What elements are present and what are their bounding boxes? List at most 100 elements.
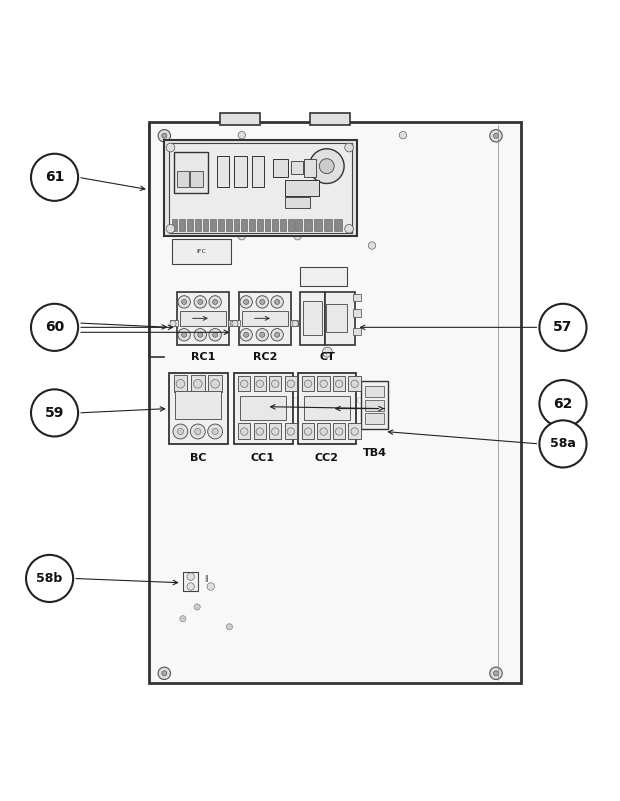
Text: BC: BC [190,453,206,462]
Bar [353,294,361,301]
Circle shape [195,429,201,435]
Bar [348,376,361,391]
Text: 60: 60 [45,320,64,334]
Bar [300,268,347,286]
Circle shape [287,380,294,388]
Circle shape [287,428,294,435]
Circle shape [294,232,301,240]
Bar [175,391,221,419]
Circle shape [304,428,312,435]
Bar [234,219,239,231]
Bar [333,424,345,439]
Circle shape [345,143,353,152]
Bar [290,320,298,326]
Text: 58a: 58a [550,437,576,450]
Bar [361,381,388,429]
Bar [353,309,361,317]
Circle shape [173,424,188,439]
Circle shape [490,130,502,142]
Bar [187,219,193,231]
Bar [302,376,314,391]
Circle shape [198,300,203,304]
Circle shape [176,380,185,388]
Bar [254,376,266,391]
Circle shape [256,380,264,388]
Text: eReplacementParts.com: eReplacementParts.com [238,394,382,407]
Bar [325,292,355,344]
Bar [304,396,350,421]
Circle shape [194,604,200,610]
Bar [190,171,203,187]
Bar [310,114,350,125]
Circle shape [260,300,265,304]
Bar [238,424,250,439]
Circle shape [539,421,587,468]
Circle shape [309,149,344,183]
Circle shape [26,555,73,602]
Bar [172,219,177,231]
Circle shape [226,624,232,630]
Bar [180,311,226,326]
Circle shape [194,328,206,341]
Bar [170,320,178,326]
Bar [180,219,185,231]
Circle shape [187,583,195,590]
Circle shape [182,332,187,337]
Bar [333,376,345,391]
Bar [285,376,297,391]
Bar [203,219,208,231]
Text: CC2: CC2 [315,453,339,462]
Bar [300,292,325,344]
Circle shape [271,296,283,308]
Circle shape [162,670,167,676]
Bar [234,155,247,187]
Circle shape [240,296,252,308]
Circle shape [190,424,205,439]
Text: CT: CT [319,352,335,362]
Bar [177,171,189,187]
Bar [257,219,263,231]
Bar [169,372,228,444]
Circle shape [275,332,280,337]
Circle shape [208,424,223,439]
Circle shape [494,670,498,676]
Bar [195,219,201,231]
Circle shape [187,573,195,580]
Circle shape [490,667,502,679]
Circle shape [207,583,215,590]
Circle shape [194,296,206,308]
Bar [169,143,352,233]
Bar [238,376,250,391]
Bar [285,180,319,196]
Bar [302,424,314,439]
Bar [183,572,198,591]
Bar [288,219,294,231]
Bar [208,375,222,392]
Circle shape [304,380,312,388]
Bar [273,159,288,177]
Circle shape [158,667,170,679]
Bar [232,320,240,326]
Circle shape [272,380,279,388]
Circle shape [292,320,298,327]
Circle shape [240,328,252,341]
Text: RC1: RC1 [190,352,215,362]
Circle shape [230,320,236,327]
Circle shape [198,332,203,337]
Bar [220,114,260,125]
Bar [304,159,316,177]
Circle shape [244,300,249,304]
Bar [242,219,247,231]
Text: IFC: IFC [197,249,206,254]
Circle shape [31,154,78,201]
Circle shape [345,224,353,233]
Bar [291,160,303,174]
Bar [304,219,312,231]
Circle shape [162,133,167,139]
Text: CC1: CC1 [251,453,275,462]
Bar [280,219,286,231]
Bar [218,219,224,231]
Circle shape [211,380,219,388]
Text: 57: 57 [553,320,573,334]
Circle shape [351,380,358,388]
